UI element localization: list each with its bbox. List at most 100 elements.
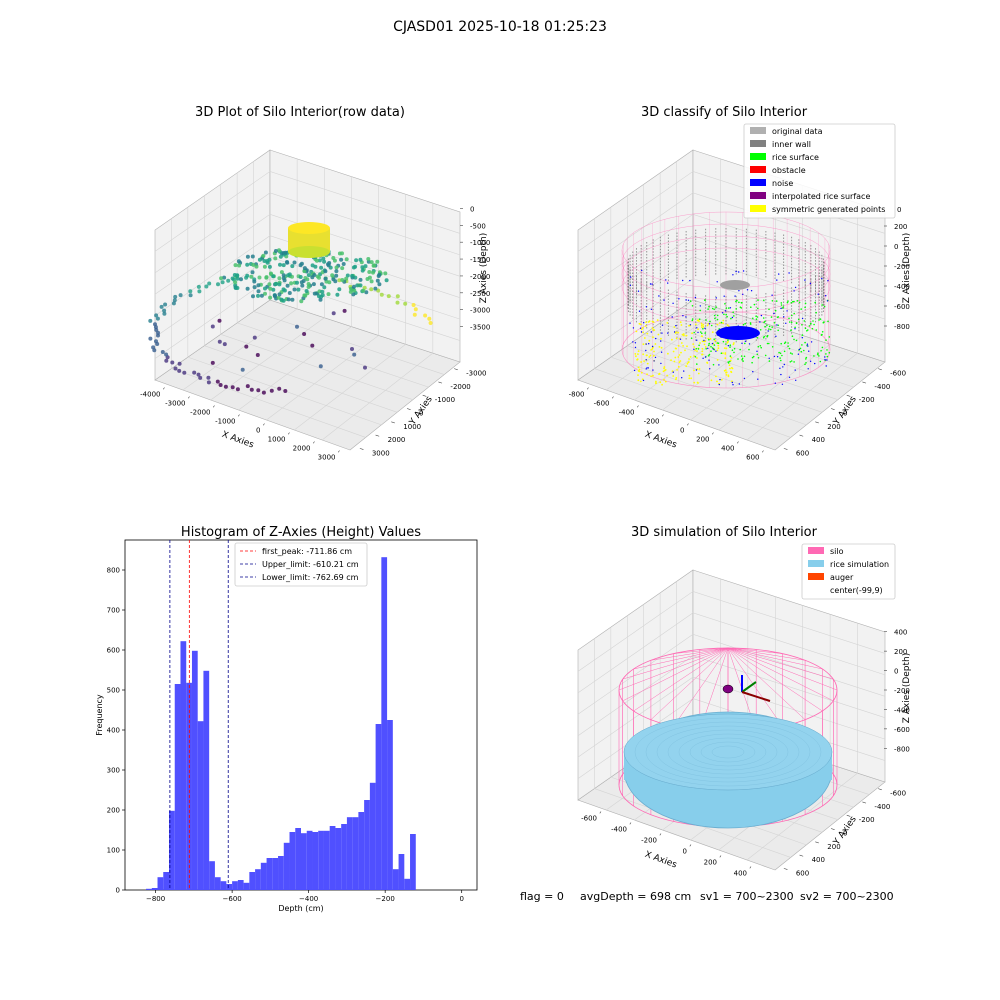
raw-data-point bbox=[302, 293, 307, 298]
raw-data-point bbox=[413, 307, 418, 312]
raw-data-point bbox=[240, 367, 245, 372]
raw-data-point bbox=[358, 277, 363, 282]
classify-rice-point bbox=[792, 300, 794, 303]
raw-data-point bbox=[249, 387, 254, 392]
classify-symmetric-point bbox=[638, 322, 641, 325]
raw-data-point bbox=[315, 274, 320, 279]
classify-rice-point bbox=[768, 308, 770, 311]
classify-symmetric-point bbox=[636, 358, 638, 361]
classify-obstacle-blob bbox=[716, 326, 760, 340]
raw-data-point bbox=[427, 316, 432, 321]
raw-data-point bbox=[177, 368, 182, 373]
classify-rice-point bbox=[694, 356, 697, 358]
classify-rice-point bbox=[780, 342, 782, 345]
classify-noise-point bbox=[641, 269, 643, 272]
raw-data-point bbox=[302, 269, 307, 274]
classify-rice-point bbox=[708, 305, 710, 308]
classify-legend-swatch bbox=[750, 166, 766, 173]
classify-rice-point bbox=[755, 315, 757, 318]
raw-y-tick-mark bbox=[454, 368, 458, 371]
raw-data-point bbox=[239, 277, 243, 282]
classify-rice-point bbox=[768, 342, 770, 345]
classify-noise-point bbox=[760, 314, 763, 317]
raw-x-tick-mark bbox=[288, 432, 290, 435]
classify-symmetric-point bbox=[730, 370, 732, 373]
classify-rice-point bbox=[756, 337, 759, 339]
classify-z-tick-label: -800 bbox=[894, 323, 910, 331]
simulation-x-tick-label: 400 bbox=[734, 870, 747, 878]
simulation-z-tick-label: -600 bbox=[894, 726, 910, 734]
classify-symmetric-point bbox=[659, 381, 662, 384]
classify-noise-point bbox=[781, 383, 784, 385]
histogram-bar bbox=[352, 817, 359, 890]
classify-symmetric-point bbox=[647, 321, 650, 323]
wall-grid-line bbox=[154, 278, 461, 359]
classify-rice-point bbox=[818, 355, 820, 357]
classify-rice-point bbox=[736, 299, 738, 302]
classify-rice-point bbox=[810, 322, 812, 325]
classify-rice-point bbox=[791, 335, 794, 338]
histogram-bar bbox=[243, 882, 250, 890]
raw-data-point bbox=[295, 324, 299, 329]
raw-data-point bbox=[173, 294, 178, 299]
classify-noise-point bbox=[827, 280, 829, 282]
classify-noise-point bbox=[682, 315, 684, 317]
classify-rice-point bbox=[691, 318, 694, 320]
classify-noise-point bbox=[719, 378, 721, 381]
classify-noise-point bbox=[653, 360, 655, 362]
classify-rice-point bbox=[821, 346, 824, 349]
classify-rice-point bbox=[815, 329, 818, 331]
classify-symmetric-point bbox=[697, 372, 700, 375]
classify-noise-point bbox=[794, 286, 797, 289]
classify-rice-point bbox=[780, 304, 783, 306]
raw-data-point bbox=[353, 275, 358, 280]
classify-y-tick-label: -400 bbox=[874, 383, 890, 391]
classify-rice-point bbox=[751, 356, 754, 359]
histogram-bar bbox=[151, 888, 158, 890]
raw-data-point bbox=[306, 285, 311, 289]
classify-symmetric-point bbox=[650, 375, 652, 378]
classify-rice-point bbox=[725, 343, 727, 345]
raw-x-tick-mark bbox=[313, 441, 315, 444]
classify-symmetric-point bbox=[643, 360, 645, 362]
histogram-bar bbox=[312, 832, 319, 890]
classify-symmetric-point bbox=[722, 322, 724, 325]
classify-symmetric-point bbox=[666, 322, 669, 324]
simulation-center-marker bbox=[722, 684, 734, 694]
raw-data-point bbox=[312, 273, 317, 277]
raw-data-point bbox=[334, 265, 339, 270]
raw-data-point bbox=[277, 292, 282, 297]
classify-symmetric-point bbox=[652, 328, 655, 331]
classify-symmetric-point bbox=[675, 377, 678, 379]
simulation-rice-grid bbox=[623, 713, 833, 791]
histogram-bar bbox=[346, 817, 353, 890]
classify-rice-point bbox=[729, 355, 732, 357]
classify-symmetric-point bbox=[651, 347, 654, 350]
raw-data-point bbox=[319, 282, 324, 287]
raw-data-point bbox=[233, 286, 238, 290]
classify-rice-point bbox=[727, 361, 729, 363]
simulation-z-tick-label: 200 bbox=[894, 648, 907, 656]
classify-rice-point bbox=[705, 319, 707, 321]
simulation-z-tick-label: -800 bbox=[894, 745, 910, 753]
raw-data-point bbox=[281, 287, 286, 292]
classify-rice-point bbox=[760, 346, 762, 349]
classify-rice-point bbox=[743, 355, 746, 358]
raw-data-point bbox=[363, 264, 368, 269]
classify-noise-point bbox=[809, 360, 812, 362]
classify-noise-point bbox=[748, 343, 751, 345]
classify-noise-point bbox=[798, 348, 801, 351]
classify-symmetric-point bbox=[649, 354, 652, 357]
simulation-z-tick-label: 0 bbox=[894, 668, 898, 676]
classify-noise-point bbox=[694, 296, 697, 299]
classify-noise-point bbox=[807, 368, 809, 370]
classify-x-tick-mark bbox=[762, 450, 764, 453]
histogram-bar bbox=[369, 782, 376, 890]
classify-noise-point bbox=[734, 295, 736, 297]
simulation-x-tick-label: 0 bbox=[683, 848, 687, 856]
raw-data-point bbox=[252, 335, 257, 340]
classify-rice-point bbox=[707, 344, 710, 347]
histogram-bar bbox=[364, 800, 370, 890]
classify-rice-point bbox=[827, 320, 829, 323]
simulation-y-tick-mark bbox=[878, 788, 882, 791]
